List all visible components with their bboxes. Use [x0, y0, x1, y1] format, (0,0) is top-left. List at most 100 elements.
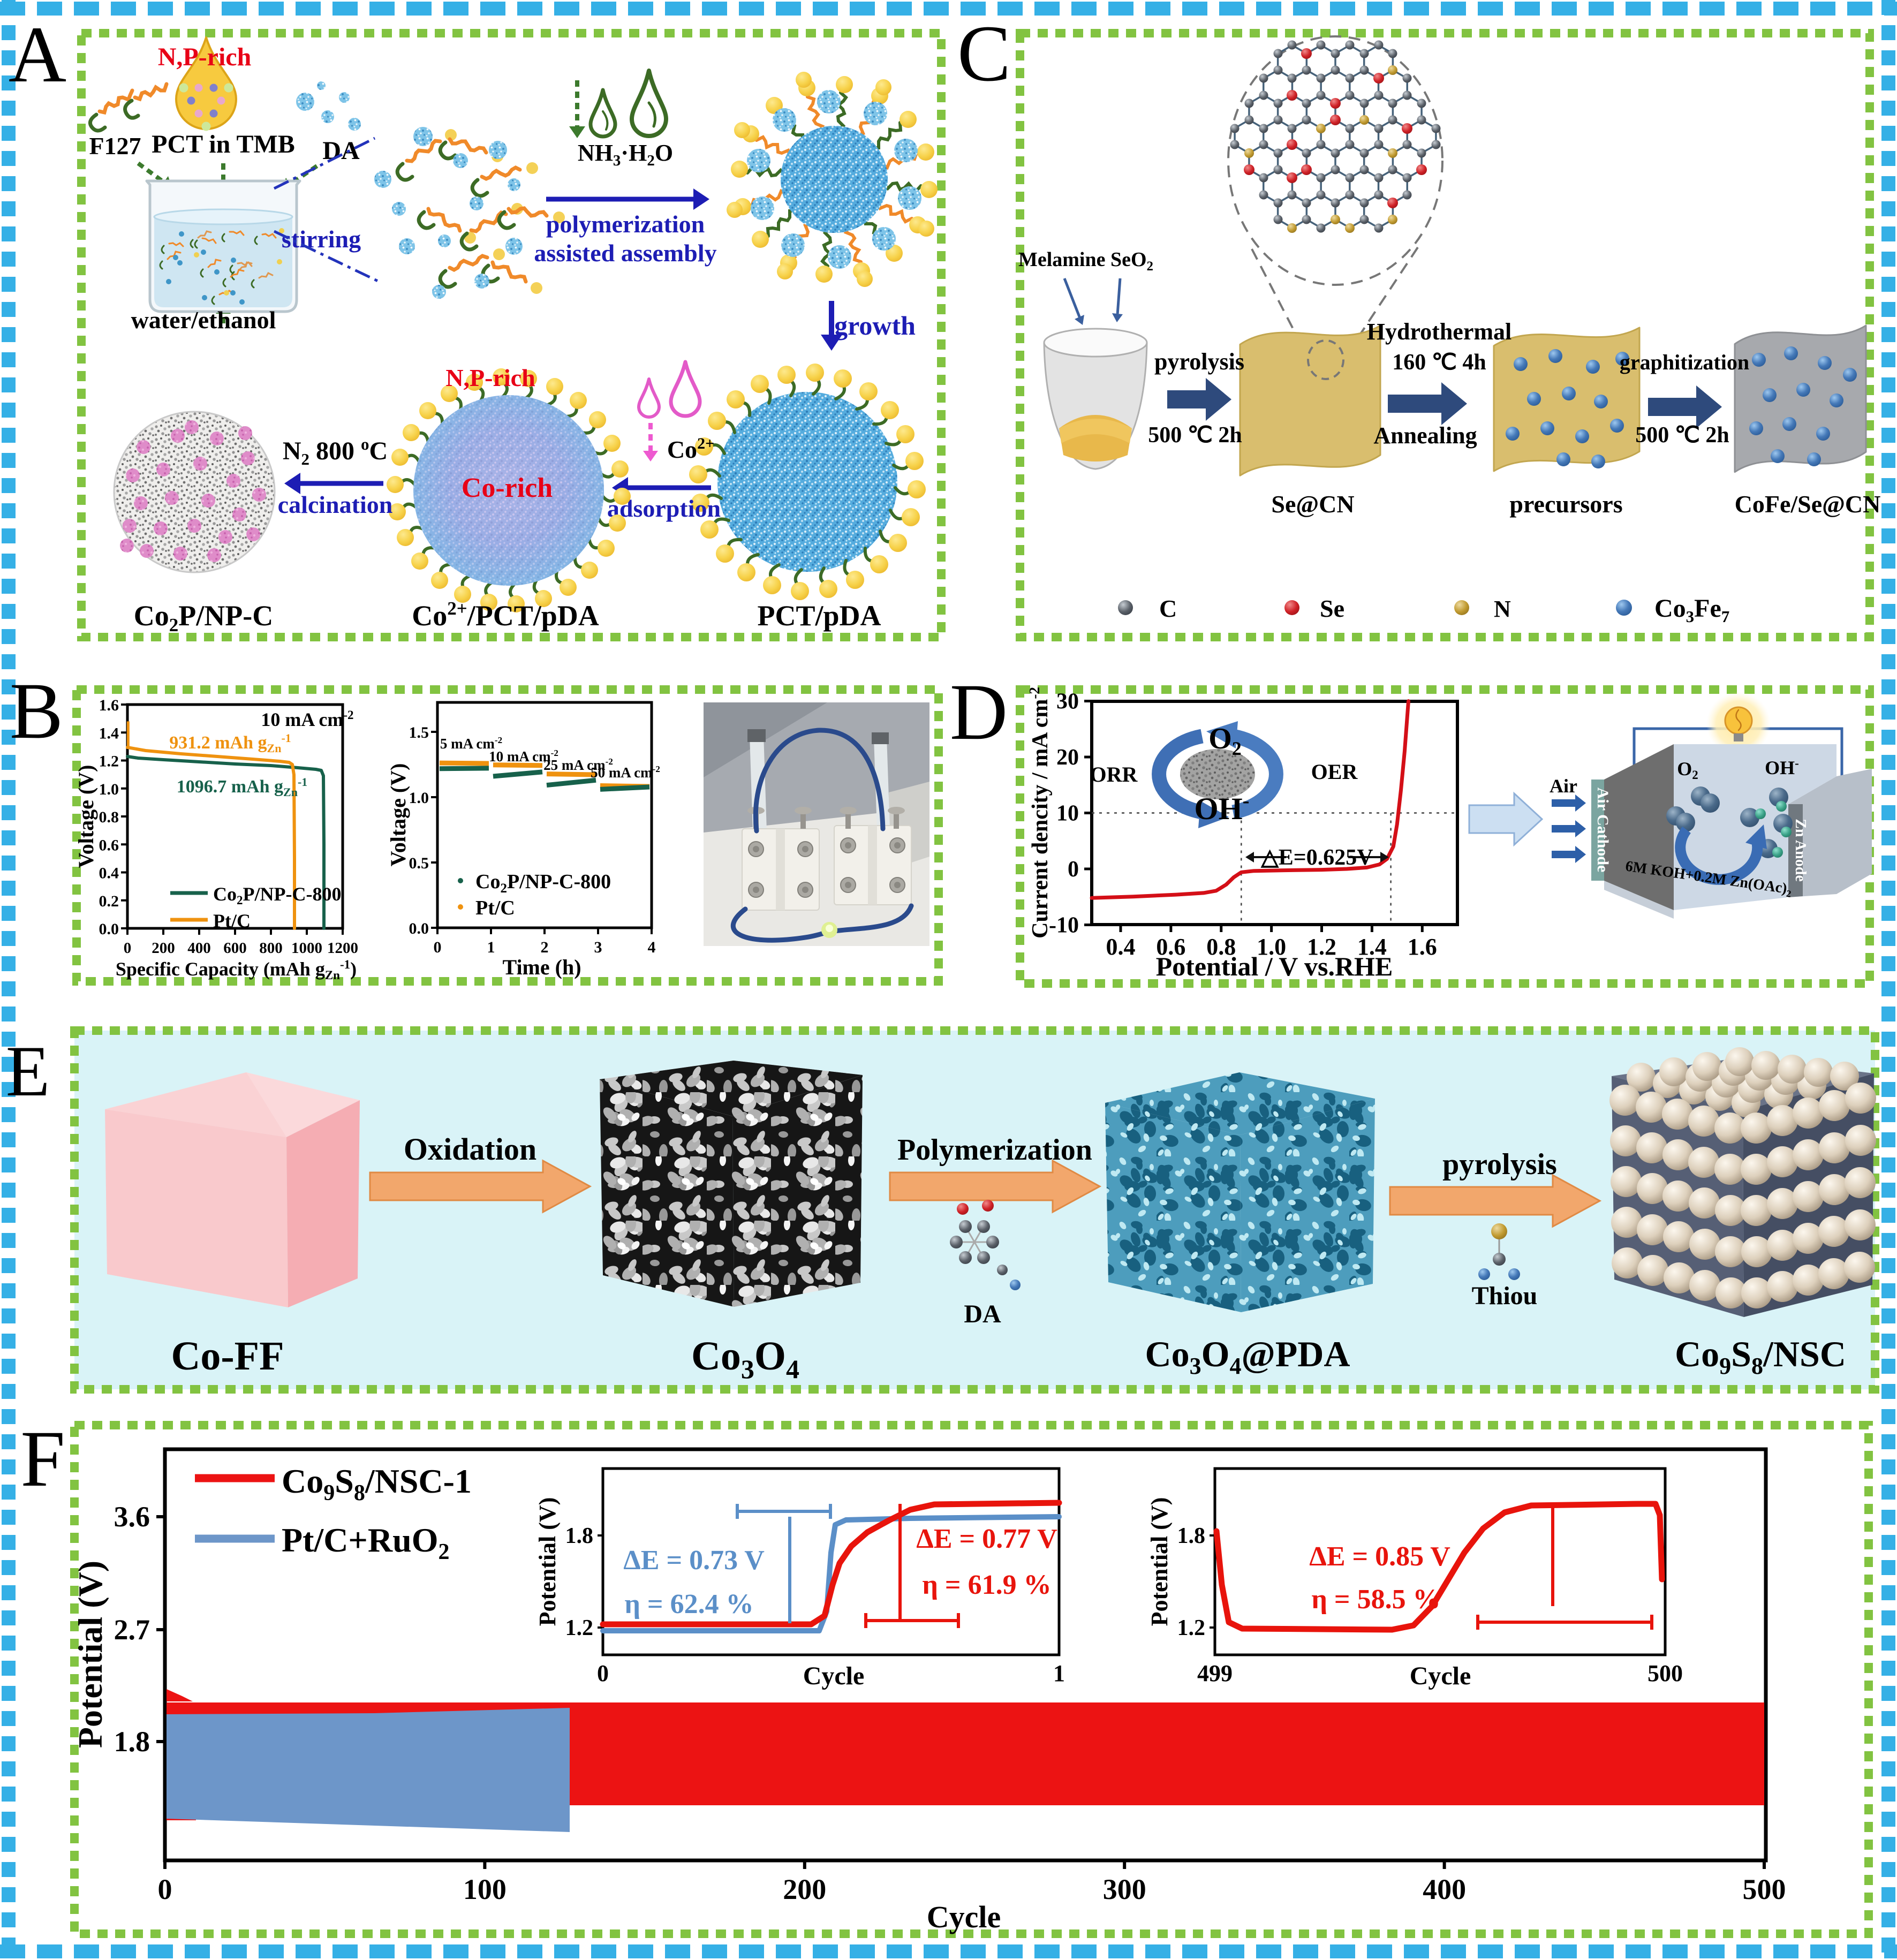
- svg-text:1096.7 mAh gZn​-1​: 1096.7 mAh gZn​-1​: [177, 775, 308, 799]
- svg-text:1000: 1000: [291, 940, 322, 957]
- svg-text:1.0: 1.0: [409, 789, 429, 807]
- svg-text:Co2​P/NP-C-800: Co2​P/NP-C-800: [475, 871, 611, 896]
- svg-text:Co2​P/NP-C-800: Co2​P/NP-C-800: [213, 883, 341, 907]
- svg-text:Co9​S8​/NSC-1: Co9​S8​/NSC-1: [282, 1462, 472, 1505]
- svg-text:1.2: 1.2: [565, 1616, 594, 1640]
- svg-text:Thiou: Thiou: [1472, 1282, 1538, 1310]
- svg-text:Specific Capacity (mAh gZn​-1​: Specific Capacity (mAh gZn​-1​): [116, 958, 357, 982]
- svg-text:Co3​O4​@PDA: Co3​O4​@PDA: [1145, 1334, 1350, 1379]
- svg-text:0: 0: [1068, 857, 1079, 882]
- svg-text:Zn Anode: Zn Anode: [1792, 819, 1809, 882]
- svg-text:△E=0.625V: △E=0.625V: [1260, 845, 1373, 870]
- svg-text:931.2 mAh gZn​-1​: 931.2 mAh gZn​-1​: [169, 731, 291, 755]
- svg-text:2: 2: [541, 939, 549, 956]
- svg-text:polymerization: polymerization: [546, 210, 705, 238]
- svg-text:3.6: 3.6: [114, 1501, 150, 1533]
- svg-text:Cycle: Cycle: [1410, 1662, 1471, 1690]
- svg-text:E: E: [6, 1032, 50, 1111]
- svg-text:100: 100: [463, 1873, 507, 1905]
- svg-text:1.8: 1.8: [1177, 1524, 1206, 1548]
- svg-text:200: 200: [152, 940, 175, 957]
- svg-text:1.2: 1.2: [99, 753, 119, 770]
- svg-text:Se: Se: [1320, 595, 1344, 622]
- svg-text:1.5: 1.5: [409, 724, 429, 741]
- svg-text:1: 1: [1053, 1660, 1065, 1686]
- svg-text:D: D: [950, 668, 1008, 756]
- svg-text:0.8: 0.8: [1206, 934, 1236, 960]
- svg-text:3: 3: [594, 939, 602, 956]
- svg-text:0.2: 0.2: [99, 892, 119, 910]
- svg-text:160 ℃ 4h: 160 ℃ 4h: [1392, 350, 1486, 375]
- svg-text:Co9​S8​/NSC: Co9​S8​/NSC: [1675, 1334, 1846, 1379]
- svg-text:400: 400: [187, 940, 211, 957]
- svg-text:DA: DA: [964, 1300, 1001, 1328]
- svg-text:ΔE = 0.77 V: ΔE = 0.77 V: [916, 1524, 1057, 1554]
- svg-text:Potential / V vs.RHE: Potential / V vs.RHE: [1156, 951, 1393, 981]
- svg-text:0.5: 0.5: [409, 854, 429, 872]
- svg-text:η = 58.5 %: η = 58.5 %: [1311, 1584, 1440, 1615]
- svg-text:500: 500: [1647, 1660, 1683, 1686]
- svg-text:499: 499: [1197, 1660, 1233, 1686]
- svg-text:growth: growth: [834, 311, 916, 340]
- svg-text:1200: 1200: [327, 940, 358, 957]
- svg-text:A: A: [9, 10, 66, 99]
- svg-text:0.8: 0.8: [99, 808, 119, 826]
- svg-text:Potential (V): Potential (V): [1146, 1497, 1173, 1626]
- svg-text:0.6: 0.6: [1156, 934, 1185, 960]
- svg-text:N,P-rich: N,P-rich: [445, 364, 535, 391]
- svg-text:1.6: 1.6: [1408, 934, 1437, 960]
- svg-text:500 ℃ 2h: 500 ℃ 2h: [1635, 423, 1729, 448]
- svg-text:C: C: [957, 9, 1011, 98]
- svg-text:Co-FF: Co-FF: [171, 1334, 284, 1379]
- svg-text:Polymerization: Polymerization: [897, 1133, 1092, 1167]
- svg-text:200: 200: [783, 1873, 826, 1905]
- svg-text:Potential (V): Potential (V): [534, 1497, 561, 1626]
- svg-text:OH-​: OH-​: [1195, 790, 1250, 826]
- svg-text:Voltage (V): Voltage (V): [386, 763, 410, 867]
- svg-text:η = 61.9 %: η = 61.9 %: [922, 1570, 1051, 1600]
- svg-text:1.8: 1.8: [565, 1524, 594, 1548]
- svg-text:pyrolysis: pyrolysis: [1154, 349, 1244, 375]
- svg-text:NH3​·H2​O: NH3​·H2​O: [578, 140, 673, 169]
- svg-text:Time (h): Time (h): [502, 955, 581, 979]
- svg-text:OH-​: OH-​: [1765, 756, 1799, 778]
- svg-text:C: C: [1159, 595, 1177, 622]
- svg-text:ΔE = 0.85 V: ΔE = 0.85 V: [1309, 1541, 1450, 1572]
- svg-text:B: B: [10, 667, 63, 755]
- svg-text:4: 4: [648, 939, 656, 956]
- svg-text:assisted assembly: assisted assembly: [534, 239, 716, 267]
- svg-text:Oxidation: Oxidation: [404, 1132, 536, 1167]
- svg-text:0.4: 0.4: [99, 865, 119, 882]
- svg-text:water/ethanol: water/ethanol: [131, 306, 276, 334]
- svg-text:OER: OER: [1311, 760, 1358, 784]
- svg-text:400: 400: [1423, 1873, 1466, 1905]
- svg-text:N: N: [1494, 596, 1511, 622]
- svg-text:300: 300: [1103, 1873, 1146, 1905]
- svg-text:500 ℃ 2h: 500 ℃ 2h: [1148, 423, 1242, 448]
- svg-text:5 mA cm-2​: 5 mA cm-2​: [440, 735, 502, 752]
- svg-text:20: 20: [1056, 745, 1079, 770]
- svg-text:O2​: O2​: [1677, 758, 1698, 782]
- svg-text:0: 0: [434, 939, 442, 956]
- svg-text:O2​: O2​: [1208, 722, 1242, 759]
- svg-text:Hydrothermal: Hydrothermal: [1367, 319, 1512, 345]
- svg-text:Air Cathode: Air Cathode: [1594, 788, 1612, 873]
- svg-text:0.4: 0.4: [1106, 934, 1135, 960]
- svg-text:800: 800: [259, 940, 283, 957]
- svg-text:Co-rich: Co-rich: [462, 473, 553, 503]
- svg-text:PCT/pDA: PCT/pDA: [757, 600, 881, 632]
- svg-text:Cycle: Cycle: [927, 1900, 1001, 1934]
- svg-text:2.7: 2.7: [114, 1614, 150, 1646]
- svg-text:1.2: 1.2: [1177, 1616, 1206, 1640]
- svg-text:graphitization: graphitization: [1620, 350, 1749, 374]
- svg-text:1.4: 1.4: [99, 724, 119, 742]
- svg-text:F127: F127: [89, 132, 141, 160]
- svg-text:50 mA cm-2​: 50 mA cm-2​: [591, 764, 660, 781]
- svg-text:ORR: ORR: [1090, 762, 1138, 786]
- svg-text:Pt/C: Pt/C: [213, 910, 251, 932]
- svg-text:Pt/C: Pt/C: [475, 897, 515, 919]
- svg-text:500: 500: [1743, 1873, 1786, 1905]
- svg-text:0: 0: [124, 940, 132, 957]
- svg-text:pyrolysis: pyrolysis: [1442, 1148, 1557, 1181]
- svg-text:Voltage (V): Voltage (V): [74, 765, 98, 868]
